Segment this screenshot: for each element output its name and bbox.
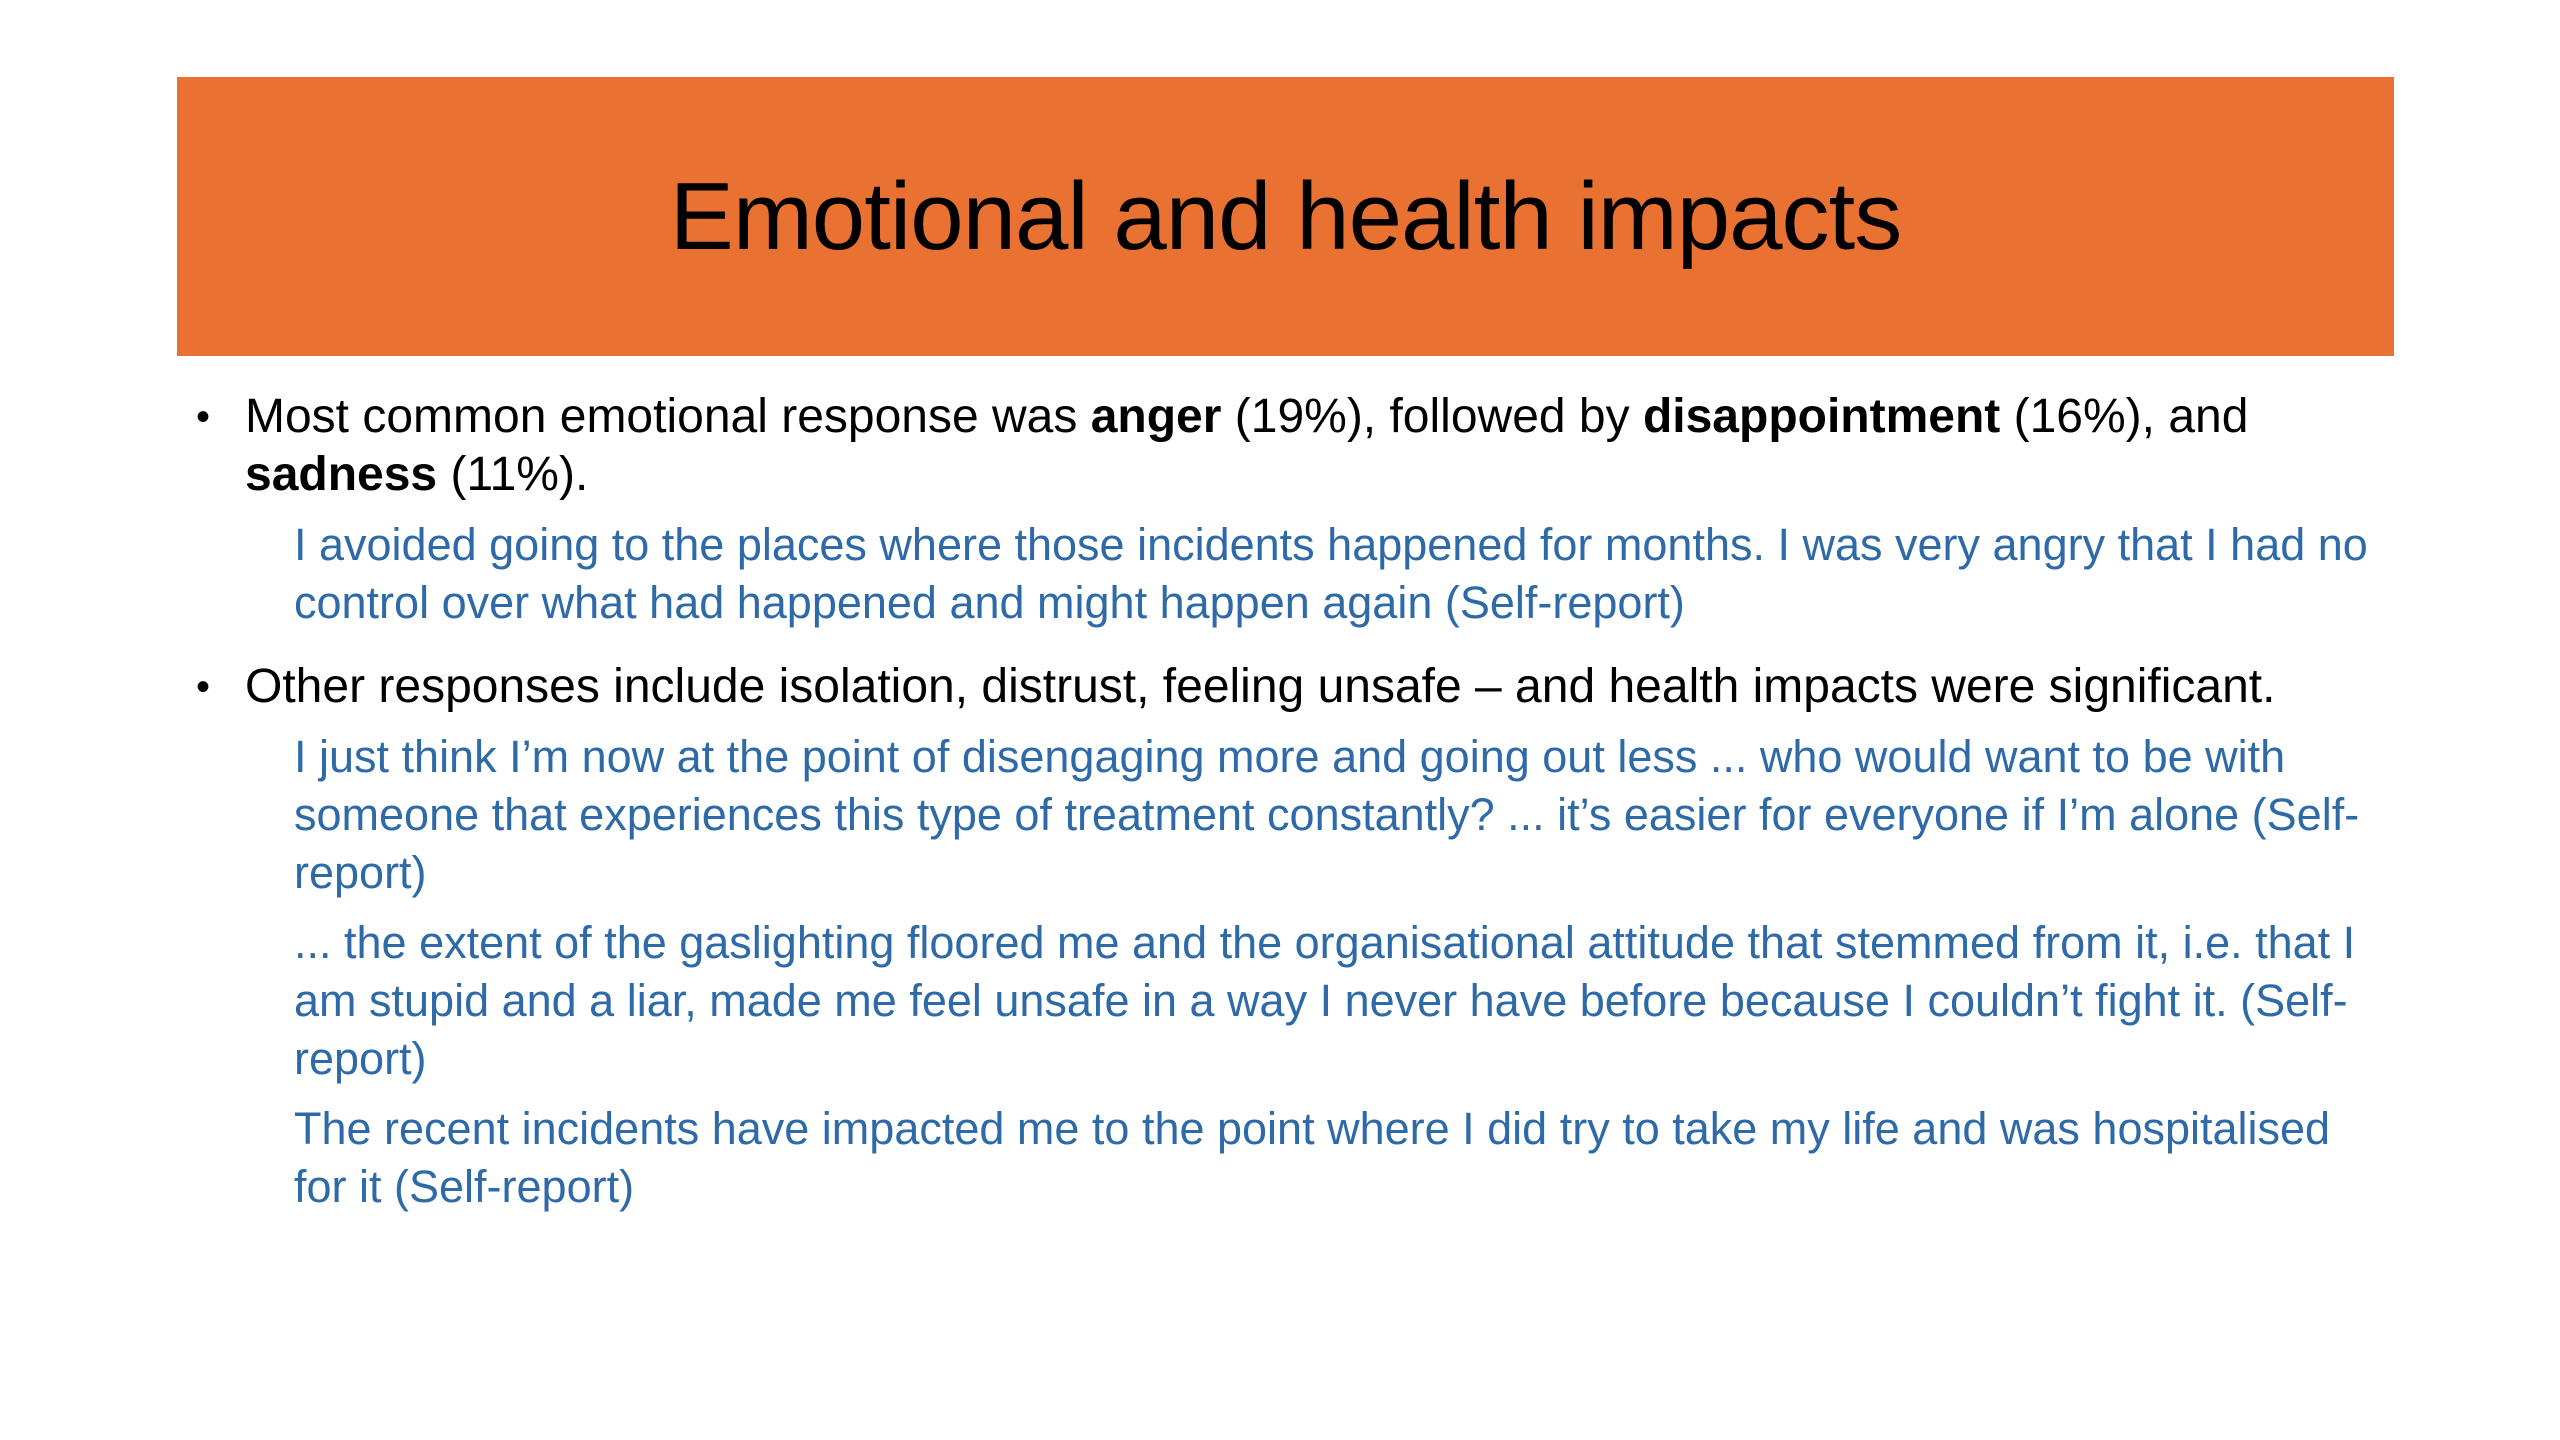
bullet-text: Other responses include isolation, distr… bbox=[245, 660, 2276, 713]
slide-title: Emotional and health impacts bbox=[669, 162, 1902, 270]
quote-hospitalised: The recent incidents have impacted me to… bbox=[294, 1103, 2331, 1212]
bullet-text-segment: Most common emotional response was bbox=[245, 390, 1091, 443]
emphasis-sadness: sadness bbox=[245, 448, 438, 501]
quote-gaslighting: ... the extent of the gaslighting floore… bbox=[294, 917, 2356, 1084]
quote-avoided-places: I avoided going to the places where thos… bbox=[294, 519, 2368, 628]
bullet-marker: • bbox=[196, 395, 211, 439]
bullet-text-segment: (11%). bbox=[437, 448, 589, 501]
title-banner: Emotional and health impacts bbox=[177, 77, 2394, 356]
emphasis-anger: anger bbox=[1090, 390, 1222, 443]
bullet-marker: • bbox=[196, 665, 211, 709]
bullet-text-segment: (16%), and bbox=[2000, 390, 2249, 443]
bullet-item-other-responses: • Other responses include isolation, dis… bbox=[190, 658, 2380, 716]
bullet-text: Most common emotional response was anger… bbox=[245, 390, 2248, 501]
bullet-item-emotional-response: • Most common emotional response was ang… bbox=[190, 388, 2380, 504]
emphasis-disappointment: disappointment bbox=[1642, 390, 2001, 443]
quote-disengaging: I just think I’m now at the point of dis… bbox=[294, 731, 2360, 898]
slide-body: • Most common emotional response was ang… bbox=[190, 388, 2380, 1216]
bullet-text-segment: (19%), followed by bbox=[1221, 390, 1643, 443]
